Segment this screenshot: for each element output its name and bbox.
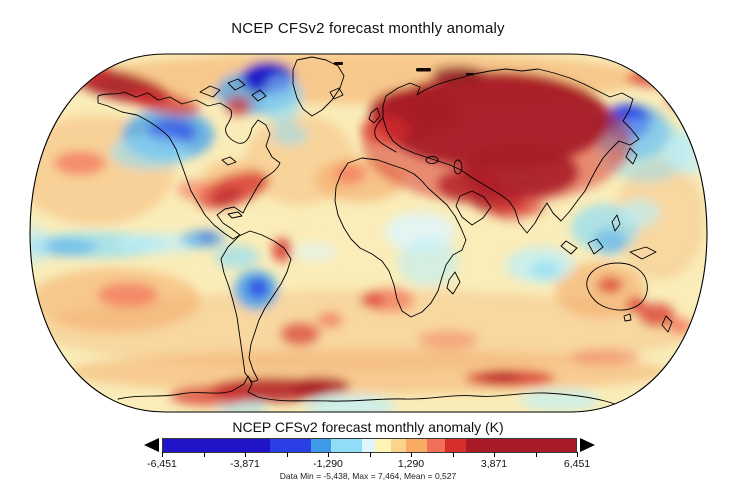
colorbar-tick-mark: [203, 452, 205, 457]
colorbar-left-arrow: [144, 438, 159, 452]
coastline-iceland: [329, 87, 344, 100]
colorbar-tick-mark: [535, 452, 537, 457]
coastline-new-guinea: [629, 246, 657, 260]
coastline-japan: [625, 147, 638, 165]
colorbar-tick-mark: [162, 452, 163, 457]
colorbar-tick-mark: [452, 452, 454, 457]
colorbar-segment: [270, 439, 312, 452]
coastline-sumatra: [560, 240, 578, 255]
colorbar-segment: [331, 439, 363, 452]
colorbar-title: NCEP CFSv2 forecast monthly anomaly (K): [232, 419, 504, 435]
colorbar-segment: [444, 439, 467, 452]
coastline-madagascar: [446, 271, 461, 295]
map-area: [30, 54, 707, 412]
coastline-europe-detail: [374, 117, 397, 153]
colorbar-tick-label: -3,871: [230, 458, 260, 470]
coastline-south-america: [220, 230, 292, 383]
coastline-africa: [334, 157, 467, 318]
colorbar-tick-mark: [286, 452, 288, 457]
colorbar-labels: -6,451 -3,871 -1,290 1,290 3,871 6,451: [147, 458, 590, 470]
coastline-tasmania: [623, 313, 632, 322]
colorbar-segment: [426, 439, 445, 452]
map-outline: [29, 53, 708, 413]
coastline-australia: [586, 262, 648, 311]
colorbar-tick-mark: [245, 452, 246, 457]
colorbar-segment: [374, 439, 391, 452]
coastline-cuba: [227, 211, 243, 219]
colorbar-tick-label: -1,290: [313, 458, 343, 470]
coastline-black-sea: [425, 156, 439, 164]
data-stats-line: Data Min = -5,438, Max = 7,464, Mean = 0…: [279, 471, 457, 481]
colorbar-segment: [163, 439, 271, 452]
colorbar-segment: [390, 439, 406, 452]
out-of-range-marks: [334, 62, 474, 76]
coastline-antarctica: [117, 375, 623, 407]
colorbar-tick-mark: [369, 452, 371, 457]
colorbar-segment: [362, 439, 375, 452]
colorbar-tick-mark: [328, 452, 329, 457]
colorbar-segment: [405, 439, 427, 452]
coastline-greenland: [292, 56, 345, 117]
colorbar-tick-mark: [411, 452, 412, 457]
colorbar-gradient: [162, 438, 577, 453]
coastline-philippines: [611, 214, 621, 232]
colorbar-segment: [466, 439, 576, 452]
coastlines: [97, 56, 673, 407]
coastline-borneo: [587, 238, 604, 255]
coastline-arctic-islands: [199, 78, 267, 102]
coastline-caspian-sea: [453, 159, 463, 175]
colorbar-tick-label: 1,290: [397, 458, 425, 470]
colorbar-tick-label: -6,451: [147, 458, 177, 470]
colorbar-tick-label: 6,451: [563, 458, 591, 470]
coastline-uk: [368, 107, 381, 124]
coastline-eurasia: [382, 68, 640, 234]
page-title: NCEP CFSv2 forecast monthly anomaly: [231, 20, 505, 37]
colorbar-right-arrow: [580, 438, 595, 452]
colorbar-segment: [311, 439, 332, 452]
colorbar-ticks: [162, 452, 578, 457]
coastline-north-america: [97, 91, 281, 240]
colorbar-tick-mark: [494, 452, 495, 457]
anomaly-field: [30, 54, 707, 412]
colorbar-tick-label: 3,871: [480, 458, 508, 470]
coastline-new-zealand: [661, 315, 673, 333]
coastline-great-lakes: [221, 156, 237, 166]
coastline-arabia: [455, 190, 492, 226]
colorbar-tick-mark: [577, 452, 578, 457]
